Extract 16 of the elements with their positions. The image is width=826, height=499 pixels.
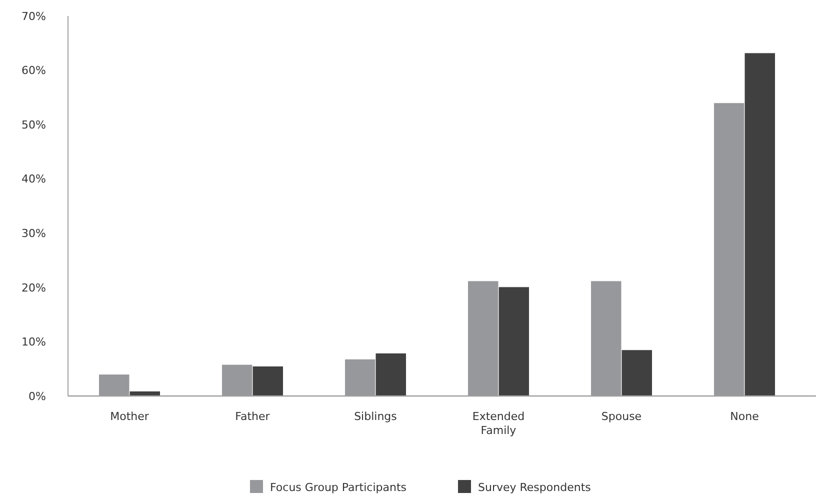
y-tick-label: 10% [22,336,46,349]
x-tick-label: Mother [110,410,150,423]
legend-label: Survey Respondents [478,480,592,494]
y-tick-label: 20% [22,281,46,294]
x-tick-label: Spouse [601,410,642,423]
legend-label: Focus Group Participants [270,480,407,494]
y-tick-label: 60% [22,64,46,78]
y-tick-label: 30% [22,226,46,240]
y-tick-label: 50% [22,118,46,132]
y-tick-label: 40% [22,172,46,186]
x-tick-label: Siblings [354,410,398,423]
x-tick-label: None [730,410,760,423]
y-tick-label: 70% [22,10,46,23]
x-tick-label: Extended Family [472,410,525,437]
x-tick-label: Father [235,410,270,423]
y-tick-label: 0% [28,390,46,403]
